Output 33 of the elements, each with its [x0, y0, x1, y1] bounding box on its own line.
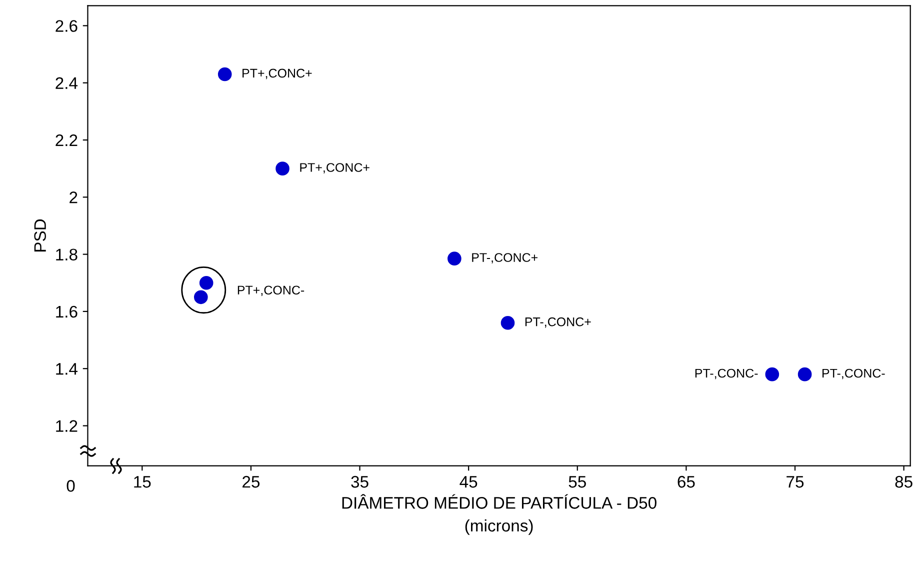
point: [218, 67, 232, 82]
y-tick-label: 1.4: [56, 363, 78, 375]
x-tick-label: 15: [134, 476, 151, 488]
x-tick-label: 45: [460, 476, 478, 488]
annotation: PT+,CONC+: [300, 163, 370, 174]
annotation: PT-,CONC-: [695, 368, 758, 380]
point: [765, 367, 780, 382]
annotation: PT-,CONC+: [472, 253, 538, 264]
x-tick-label: 85: [895, 476, 912, 488]
x-tick-label: 35: [351, 476, 368, 488]
x-tick-label: 55: [568, 476, 586, 488]
y-axis-title: PSD: [34, 219, 46, 252]
annotation: PT+,CONC-: [238, 286, 304, 296]
annotation: PT-,CONC+: [525, 317, 591, 328]
x-tick-label: 65: [678, 476, 695, 488]
y-tick-label: 1.2: [56, 420, 78, 432]
y-tick-label: 2.2: [56, 134, 78, 146]
x-axis-title: DIÂMETRO MÉDIO DE PARTÍCULA - D50 (microns): [342, 494, 656, 535]
annotation: PT-,CONC-: [822, 368, 885, 380]
point: [798, 367, 812, 382]
y-tick-label: 2.4: [56, 77, 78, 89]
y-tick-label: 2: [70, 192, 78, 204]
x-tick-label: 25: [242, 476, 260, 488]
y-tick-label: 2.6: [56, 20, 78, 32]
point: [500, 316, 515, 330]
y-tick-label: 1.6: [56, 306, 78, 318]
point: [448, 252, 462, 266]
x-tick-label: 75: [786, 476, 804, 488]
text: 0: [66, 480, 75, 492]
annotation: PT+,CONC+: [242, 68, 312, 80]
point: [199, 276, 214, 290]
y-tick-label: 1.8: [56, 248, 78, 260]
point: [276, 162, 290, 176]
